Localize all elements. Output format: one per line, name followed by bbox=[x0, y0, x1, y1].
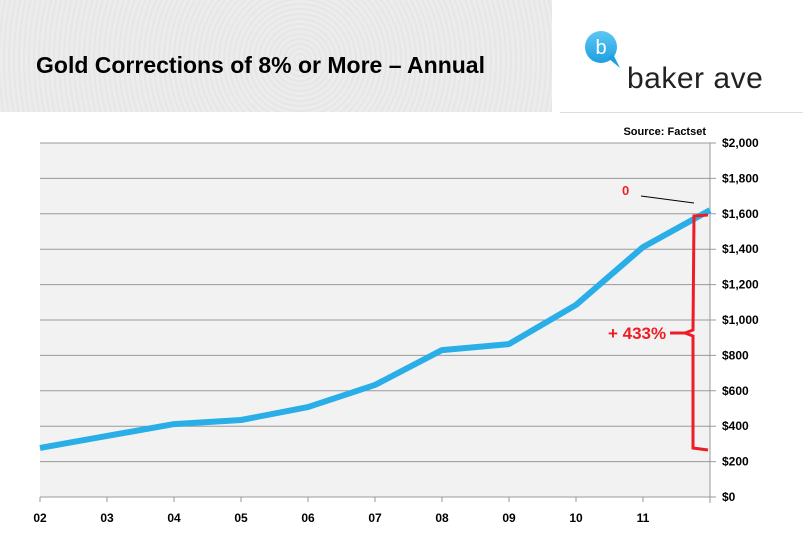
y-tick-label: $600 bbox=[722, 384, 749, 398]
x-tick-label: 07 bbox=[368, 511, 382, 525]
y-tick-label: $1,800 bbox=[722, 171, 759, 185]
y-tick-label: $1,400 bbox=[722, 242, 759, 256]
y-tick-label: $800 bbox=[722, 348, 749, 362]
x-tick-label: 08 bbox=[435, 511, 449, 525]
y-tick-label: $1,200 bbox=[722, 278, 759, 292]
page-title: Gold Corrections of 8% or More – Annual bbox=[36, 52, 485, 78]
x-tick-label: 11 bbox=[637, 511, 650, 525]
y-tick-label: $2,000 bbox=[722, 136, 759, 150]
header-divider bbox=[560, 112, 803, 113]
y-tick-label: $400 bbox=[722, 419, 749, 433]
x-tick-label: 06 bbox=[301, 511, 315, 525]
x-tick-label: 10 bbox=[569, 511, 583, 525]
x-tick-label: 03 bbox=[100, 511, 114, 525]
annotation-leader-line bbox=[640, 195, 695, 204]
corrections-count-annotation: 0 bbox=[622, 183, 629, 198]
y-tick-label: $0 bbox=[722, 490, 736, 504]
y-tick-label: $200 bbox=[722, 455, 749, 469]
x-tick-label: 05 bbox=[234, 511, 248, 525]
gain-annotation: + 433% bbox=[608, 324, 666, 343]
y-tick-label: $1,000 bbox=[722, 313, 759, 327]
source-label: Source: Factset bbox=[623, 126, 706, 138]
baker-ave-logo-icon: b bbox=[585, 31, 620, 68]
logo-text: baker ave bbox=[627, 62, 764, 95]
header-banner bbox=[0, 0, 552, 112]
x-tick-label: 09 bbox=[502, 511, 516, 525]
y-tick-label: $1,600 bbox=[722, 207, 759, 221]
x-tick-label: 02 bbox=[33, 511, 47, 525]
svg-text:b: b bbox=[595, 37, 606, 59]
x-tick-label: 04 bbox=[167, 511, 181, 525]
